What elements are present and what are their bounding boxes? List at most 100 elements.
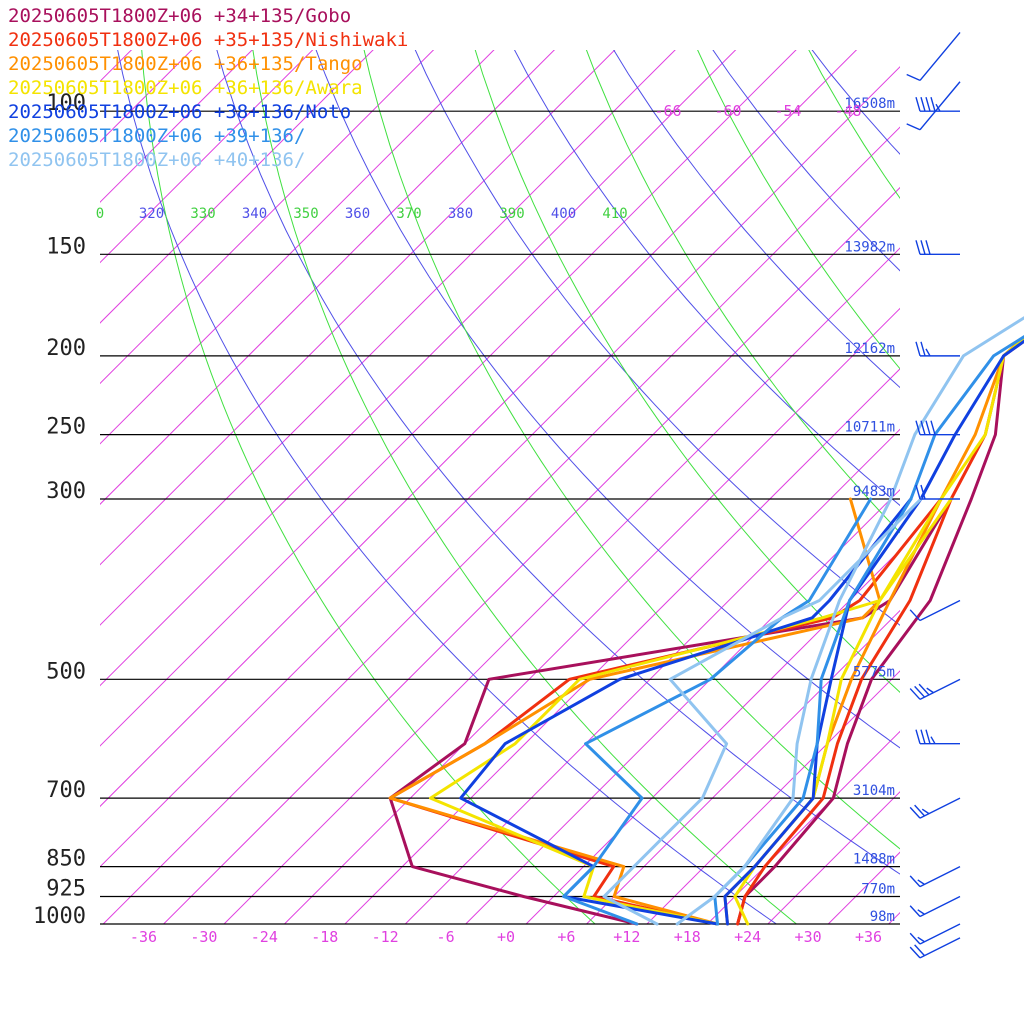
isotherm-line	[163, 186, 900, 924]
wind-barb-feather	[930, 736, 936, 745]
wind-barb-shaft	[919, 599, 961, 622]
wind-barb	[915, 96, 960, 112]
isotherm-line	[1010, 0, 1024, 924]
moist-adiabat-line	[855, 0, 1024, 941]
height-label: 10711m	[844, 420, 895, 436]
wind-barb	[909, 866, 961, 888]
wind-barb	[915, 420, 960, 436]
x-tick-label: +0	[497, 928, 515, 946]
isotherm-line	[344, 368, 900, 924]
wind-barb-feather	[925, 420, 931, 435]
x-tick-label: -30	[190, 928, 217, 946]
wind-barb-feather	[920, 420, 926, 435]
wind-barb-feather	[909, 609, 921, 622]
wind-barb-feather	[920, 96, 926, 112]
pressure-label: 700	[46, 778, 86, 803]
isotherm-line	[100, 50, 495, 445]
wind-barb-feather	[917, 879, 925, 885]
dry-adiabat-line	[414, 50, 900, 626]
wind-barb	[909, 895, 961, 918]
wind-barb-feather	[918, 683, 930, 696]
wind-barb-feather	[935, 103, 941, 112]
isobar-lines	[100, 110, 900, 925]
isotherm-line	[707, 730, 900, 924]
isotherm-line	[525, 549, 900, 924]
moist-adiabat-line	[585, 50, 900, 534]
temperature-profile	[675, 316, 1024, 926]
theta-label: 330	[190, 206, 215, 222]
isotherm-line	[284, 307, 900, 924]
x-tick-label: +36	[855, 928, 882, 946]
pressure-label: 300	[46, 479, 86, 504]
dry-adiabat-line	[513, 50, 900, 507]
isotherm-line	[223, 247, 900, 924]
isotherm-line	[404, 428, 900, 924]
wind-barb	[915, 729, 960, 745]
isotherm-line	[100, 50, 555, 505]
x-tick-label: -36	[130, 928, 157, 946]
pressure-label: 500	[46, 659, 86, 684]
wind-barb	[909, 937, 961, 959]
height-label: 1488m	[853, 852, 895, 868]
isotherm-line	[100, 50, 253, 203]
upper-isotherm-label: -66	[654, 102, 681, 120]
height-label: 13982m	[844, 239, 895, 255]
isotherm-line	[102, 126, 900, 924]
wind-barb-feather	[920, 484, 926, 500]
upper-isotherm-label: -54	[774, 102, 801, 120]
legend: 20250605T1800Z+06 +34+135/Gobo 20250605T1…	[8, 4, 408, 172]
wind-barb-feather	[930, 420, 936, 435]
wind-barb-feather	[920, 240, 926, 255]
theta-label: 400	[551, 206, 576, 222]
theta-label: 410	[602, 206, 627, 222]
height-label: 9483m	[853, 484, 895, 500]
x-tick-label: -18	[311, 928, 338, 946]
dewpoint-profile	[429, 497, 953, 926]
moist-adiabat-lines	[141, 0, 1024, 941]
x-tick-label: -12	[372, 928, 399, 946]
isotherm-line	[100, 50, 858, 808]
wind-barb-feather	[921, 808, 930, 815]
wind-barb-shaft	[919, 866, 961, 888]
axis-labels: 100 16508m 150 13982m 200 12162m 250 10711m 300 9…	[33, 91, 895, 946]
x-tick-label: +6	[557, 928, 575, 946]
isotherm-line	[100, 50, 797, 747]
pressure-label: 100	[46, 91, 86, 116]
legend-item: 20250605T1800Z+06 +35+135/Nishiwaki	[8, 29, 409, 51]
wind-barb-feather	[915, 420, 921, 435]
wind-barb-feather	[915, 341, 921, 357]
wind-barb	[906, 31, 961, 82]
x-tick-label: -24	[251, 928, 278, 946]
dry-adiabat-line	[216, 50, 900, 875]
isotherm-line	[100, 50, 374, 324]
dry-adiabat-line	[811, 50, 900, 155]
isotherm-line	[100, 50, 737, 687]
theta-label: 390	[499, 206, 524, 222]
wind-barb-feather	[930, 96, 936, 112]
x-tick-label: +18	[674, 928, 701, 946]
wind-barb-shaft	[919, 895, 961, 918]
wind-barb-feather	[915, 96, 921, 112]
x-tick-label: -6	[437, 928, 455, 946]
theta-label: 370	[396, 206, 421, 222]
wind-barb-shaft	[919, 937, 961, 959]
legend-item: 20250605T1800Z+06 +40+136/	[8, 149, 306, 171]
wind-barb-feather	[915, 240, 921, 255]
height-label: 770m	[861, 881, 895, 897]
moist-adiabat-line	[363, 50, 900, 850]
isotherm-line	[100, 50, 676, 626]
wind-barb	[915, 484, 960, 500]
wind-barb	[915, 341, 960, 357]
theta-label: 380	[448, 206, 473, 222]
x-tick-label: +12	[613, 928, 640, 946]
wind-barb-feather	[906, 123, 921, 131]
height-label: 16508m	[844, 96, 895, 112]
x-tick-label: +24	[734, 928, 761, 946]
moist-adiabat-line	[697, 50, 900, 370]
wind-barb-feather	[925, 240, 931, 255]
legend-item: 20250605T1800Z+06 +34+135/Gobo	[8, 5, 352, 27]
wind-barb-feather	[915, 484, 921, 500]
dry-adiabat-line	[613, 50, 900, 389]
dewpoint-profile	[388, 497, 882, 926]
